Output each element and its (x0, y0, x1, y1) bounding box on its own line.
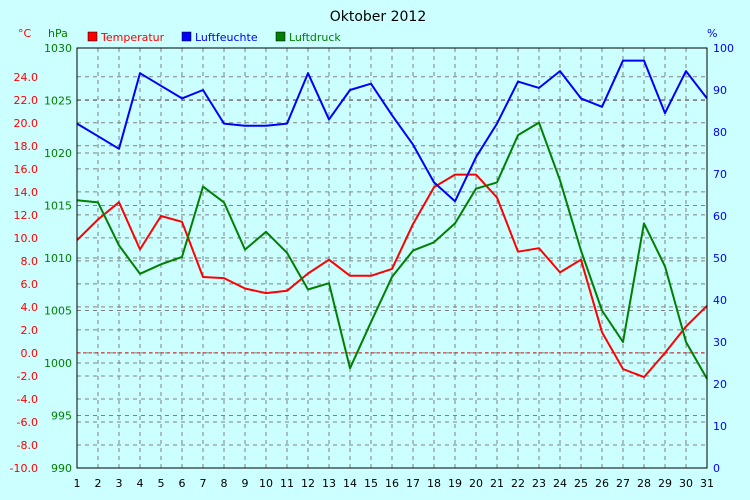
hum-tick-label: 10 (713, 420, 727, 433)
temp-tick-label: 4.0 (21, 301, 39, 314)
x-tick-label: 16 (385, 477, 399, 490)
legend-swatch-luftdruck (275, 31, 286, 42)
temp-tick-label: -8.0 (17, 439, 38, 452)
temp-tick-label: 24.0 (14, 71, 39, 84)
temp-tick-label: 14.0 (14, 186, 39, 199)
x-tick-label: 20 (469, 477, 483, 490)
hum-tick-label: 100 (713, 42, 734, 55)
x-tick-label: 5 (158, 477, 165, 490)
temp-tick-label: 18.0 (14, 140, 39, 153)
x-tick-label: 28 (637, 477, 651, 490)
press-tick-label: 995 (51, 410, 72, 423)
press-tick-label: 1015 (44, 200, 72, 213)
x-tick-label: 13 (322, 477, 336, 490)
hum-tick-label: 20 (713, 378, 727, 391)
hum-tick-label: 60 (713, 210, 727, 223)
x-tick-label: 8 (221, 477, 228, 490)
temp-tick-label: 10.0 (14, 232, 39, 245)
plot-border (76, 47, 708, 469)
legend-label-luftfeuchte: Luftfeuchte (195, 31, 258, 44)
hum-tick-label: 80 (713, 126, 727, 139)
x-tick-label: 14 (343, 477, 357, 490)
x-tick-label: 10 (259, 477, 273, 490)
x-tick-label: 21 (490, 477, 504, 490)
legend: Temperatur Luftfeuchte Luftdruck (87, 31, 341, 44)
x-tick-label: 2 (95, 477, 102, 490)
series-line-luftfeuchte (76, 59, 708, 203)
x-tick-label: 9 (242, 477, 249, 490)
temp-tick-label: -2.0 (17, 370, 38, 383)
legend-label-temperatur: Temperatur (100, 31, 165, 44)
series-line-luftdruck (76, 121, 708, 380)
x-tick-label: 18 (427, 477, 441, 490)
x-tick-label: 12 (301, 477, 315, 490)
x-tick-label: 17 (406, 477, 420, 490)
temp-axis-unit: °C (18, 27, 32, 40)
press-tick-label: 1000 (44, 357, 72, 370)
press-tick-label: 1005 (44, 305, 72, 318)
temp-tick-label: 22.0 (14, 94, 39, 107)
temp-tick-label: 20.0 (14, 117, 39, 130)
press-axis-unit: hPa (48, 27, 68, 40)
hum-tick-label: 40 (713, 294, 727, 307)
temp-tick-label: -6.0 (17, 416, 38, 429)
x-tick-label: 15 (364, 477, 378, 490)
hum-axis-unit: % (707, 27, 717, 40)
temp-tick-label: 2.0 (21, 324, 39, 337)
press-tick-label: 1025 (44, 95, 72, 108)
x-tick-label: 11 (280, 477, 294, 490)
x-tick-label: 19 (448, 477, 462, 490)
hum-tick-label: 0 (713, 462, 720, 475)
temp-tick-label: 12.0 (14, 209, 39, 222)
press-axis-ticks: 1030 1025 1020 1015 1010 1005 1000 995 990 (44, 42, 72, 475)
x-tick-label: 7 (200, 477, 207, 490)
x-tick-label: 4 (137, 477, 144, 490)
hum-tick-label: 70 (713, 168, 727, 181)
x-tick-label: 30 (679, 477, 693, 490)
x-tick-label: 6 (179, 477, 186, 490)
x-axis-ticks: 1 2 3 4 5 6 7 8 9 10 11 12 13 14 15 16 17 18 19 20 21 22 23 24 2… (74, 477, 715, 490)
grid (77, 48, 707, 468)
hum-tick-label: 50 (713, 252, 727, 265)
series-group (76, 59, 708, 380)
x-tick-label: 3 (116, 477, 123, 490)
hum-tick-label: 90 (713, 84, 727, 97)
legend-label-luftdruck: Luftdruck (289, 31, 341, 44)
x-tick-label: 31 (700, 477, 714, 490)
x-tick-label: 23 (532, 477, 546, 490)
press-tick-label: 1020 (44, 147, 72, 160)
temp-axis-ticks: 24.0 22.0 20.0 18.0 16.0 14.0 12.0 10.0 8.0 6.0 4.… (10, 71, 38, 475)
x-tick-label: 25 (574, 477, 588, 490)
temp-tick-label: 0.0 (21, 347, 39, 360)
legend-swatch-temperatur (87, 31, 98, 42)
x-tick-label: 27 (616, 477, 630, 490)
temp-tick-label: -4.0 (17, 393, 38, 406)
x-tick-label: 26 (595, 477, 609, 490)
chart-title: Oktober 2012 (330, 9, 427, 25)
temp-tick-label: 8.0 (21, 255, 39, 268)
x-tick-label: 1 (74, 477, 81, 490)
press-tick-label: 1030 (44, 42, 72, 55)
temp-tick-label: -10.0 (10, 462, 38, 475)
series-line-temperatur (76, 173, 708, 379)
hum-tick-label: 30 (713, 336, 727, 349)
press-tick-label: 990 (51, 462, 72, 475)
temp-tick-label: 16.0 (14, 163, 39, 176)
x-tick-label: 29 (658, 477, 672, 490)
legend-swatch-luftfeuchte (181, 31, 192, 42)
press-tick-label: 1010 (44, 252, 72, 265)
x-tick-label: 24 (553, 477, 567, 490)
x-tick-label: 22 (511, 477, 525, 490)
temp-tick-label: 6.0 (21, 278, 39, 291)
